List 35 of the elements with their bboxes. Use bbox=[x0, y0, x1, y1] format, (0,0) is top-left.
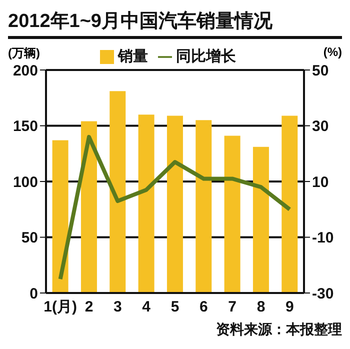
y2-tick-label: 50 bbox=[312, 62, 329, 80]
bar bbox=[110, 91, 126, 293]
chart-title: 2012年1~9月中国汽车销量情况 bbox=[8, 8, 342, 39]
bar bbox=[282, 116, 298, 293]
bar bbox=[166, 116, 183, 293]
y2-tick-label: -10 bbox=[312, 230, 334, 247]
y-tick-label: 0 bbox=[30, 285, 38, 302]
legend-label: 销量 bbox=[118, 48, 148, 65]
line-series bbox=[58, 134, 292, 282]
legend-label: 同比增长 bbox=[176, 48, 236, 65]
x-tick-label: 1(月) bbox=[44, 298, 78, 316]
x-tick-label: 4 bbox=[142, 298, 152, 316]
bar bbox=[224, 136, 240, 293]
y2-tick-label: 30 bbox=[312, 118, 329, 136]
x-tick-label: 6 bbox=[199, 298, 208, 316]
y-tick-label: 150 bbox=[12, 118, 38, 136]
x-tick-label: 9 bbox=[285, 298, 294, 316]
x-tick-label: 8 bbox=[256, 298, 266, 316]
bar bbox=[196, 120, 212, 293]
y-axis-title: (万辆) bbox=[8, 45, 40, 62]
bar bbox=[80, 121, 97, 293]
bar bbox=[138, 114, 154, 293]
y2-tick-label: 10 bbox=[312, 174, 329, 191]
text: 资料来源：本报整理 bbox=[216, 321, 342, 339]
y2-axis-title: (%) bbox=[323, 45, 342, 59]
y2-tick-label: -30 bbox=[312, 285, 334, 302]
bar bbox=[252, 146, 269, 293]
bar bbox=[52, 140, 68, 293]
x-tick-label: 3 bbox=[113, 298, 122, 316]
x-tick-label: 7 bbox=[228, 298, 237, 316]
y-tick-label: 50 bbox=[21, 230, 38, 247]
x-tick-label: 2 bbox=[84, 298, 94, 316]
y-tick-label: 100 bbox=[12, 174, 38, 191]
y-tick-label: 200 bbox=[12, 62, 38, 80]
x-tick-label: 5 bbox=[170, 298, 180, 316]
